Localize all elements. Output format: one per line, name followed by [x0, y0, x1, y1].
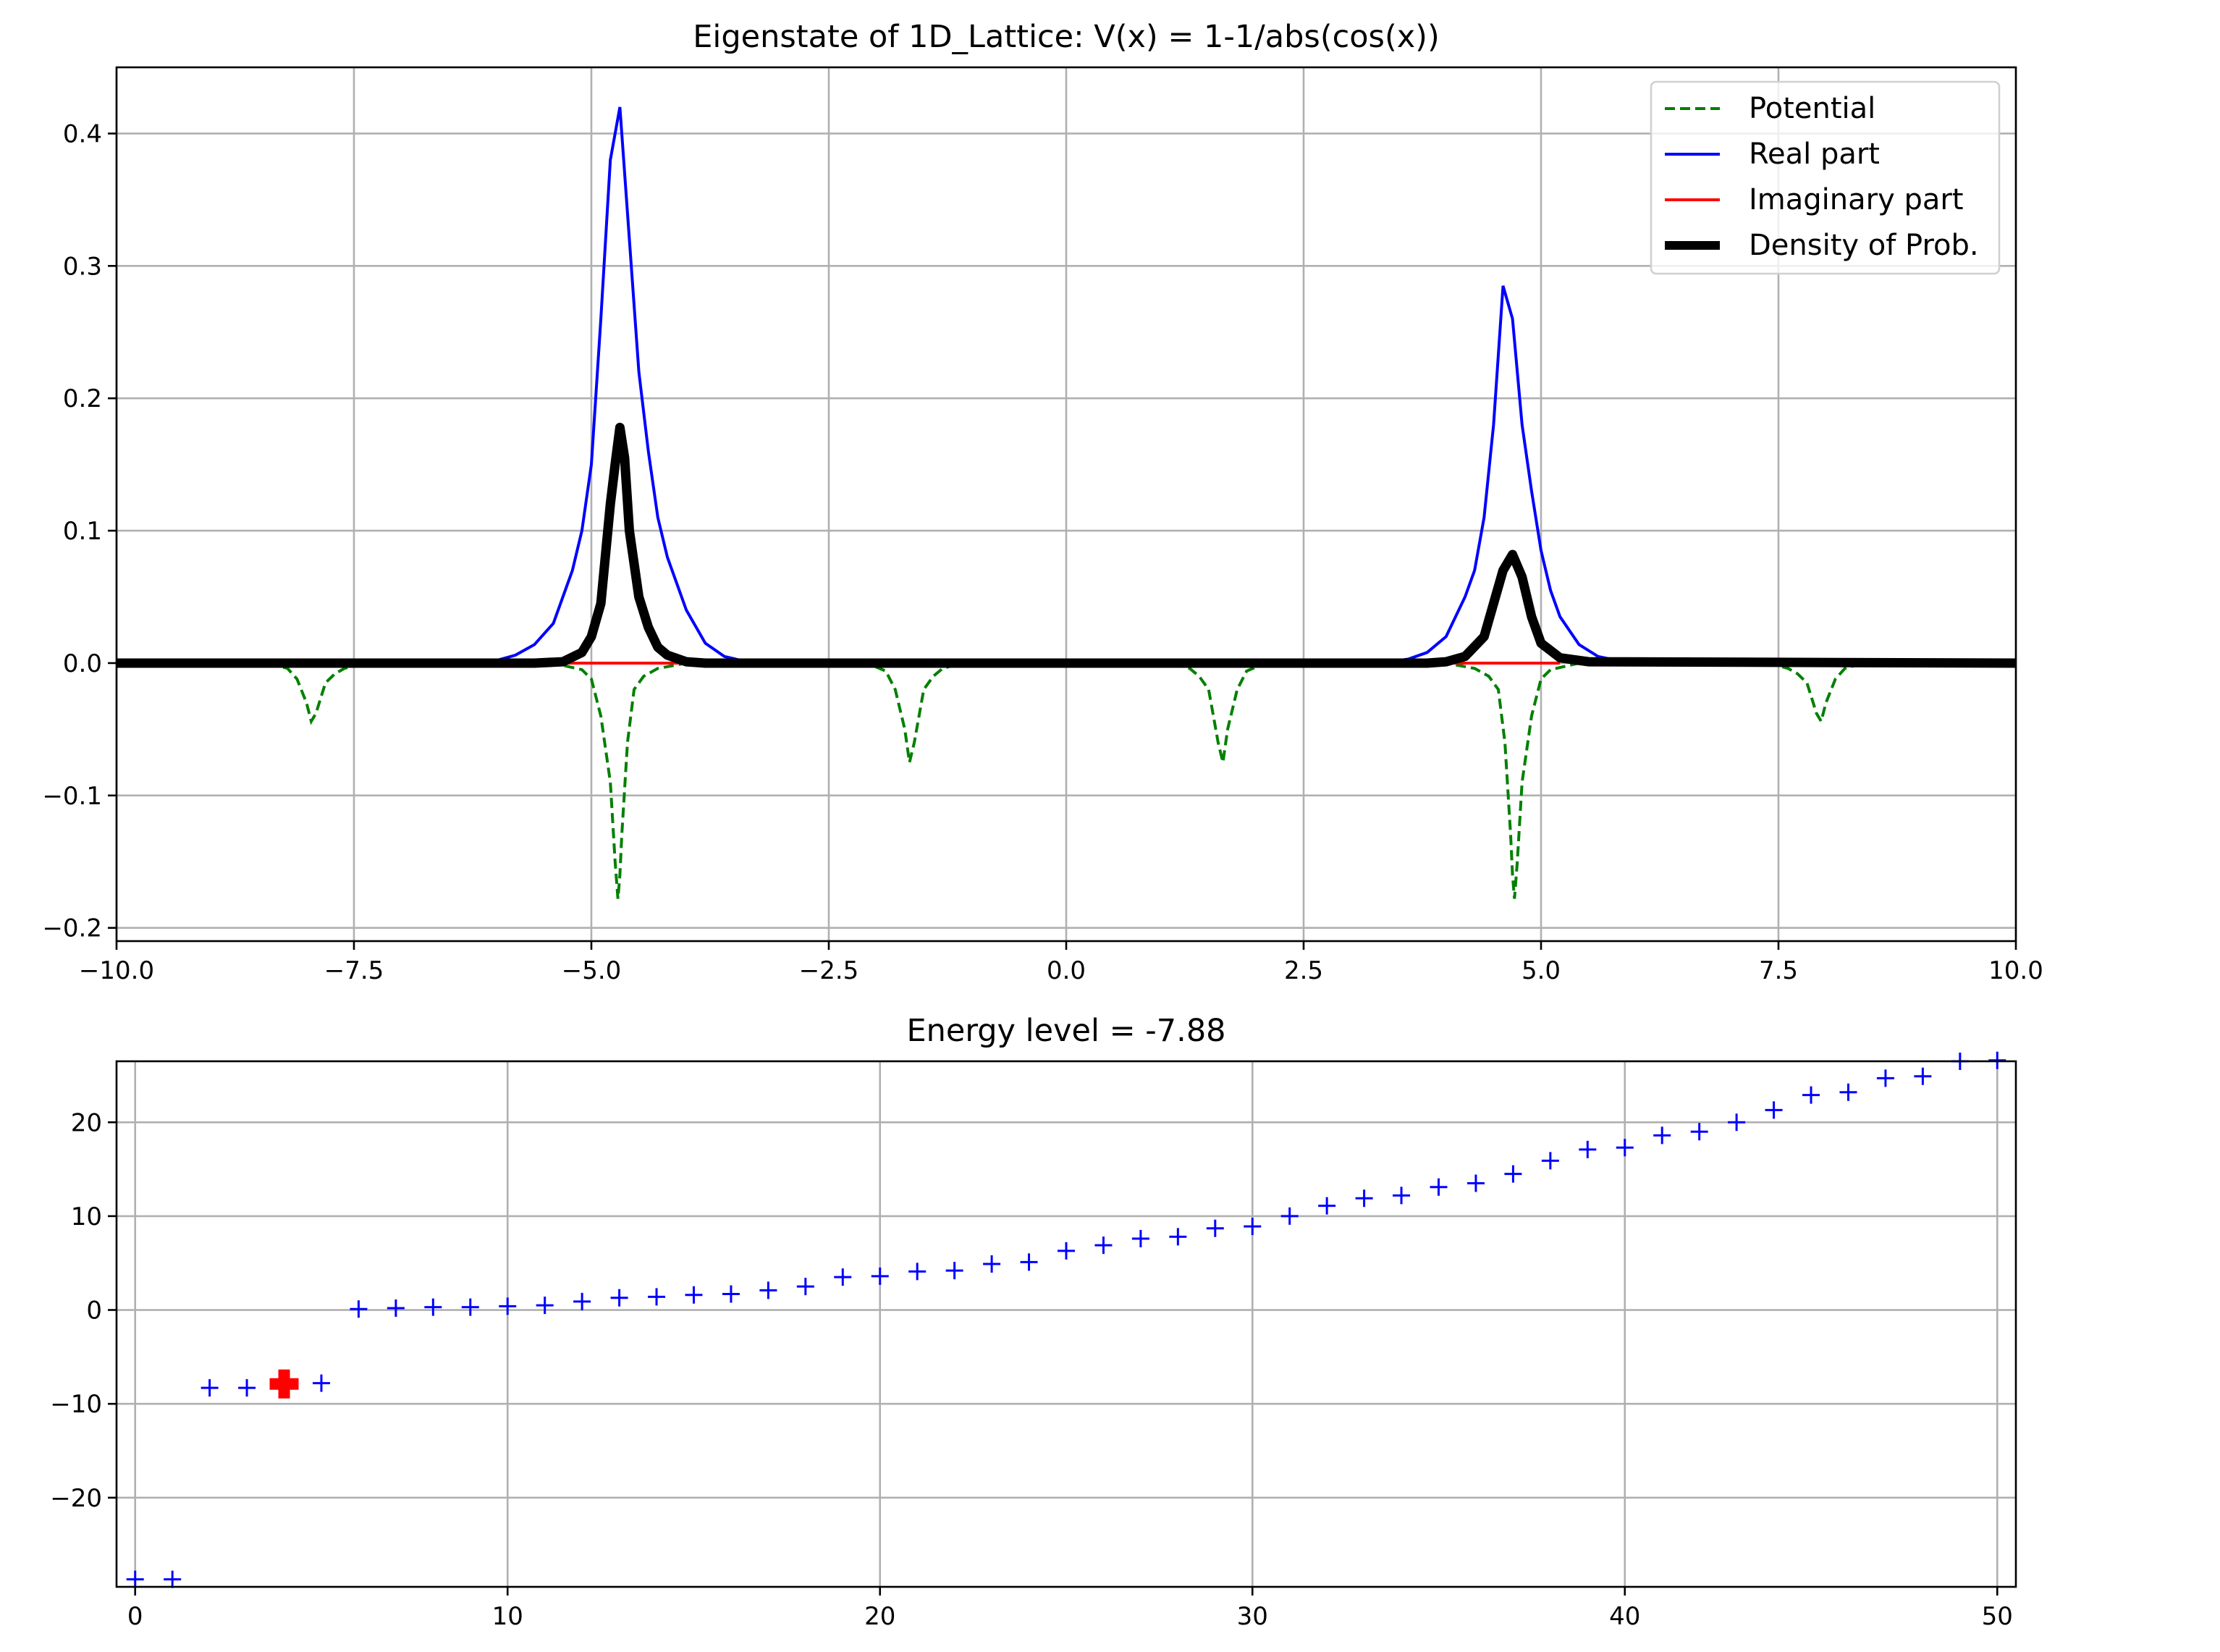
legend-label-potential: Potential: [1749, 92, 1875, 125]
top-x-tick-label: −7.5: [324, 956, 384, 985]
energy-level-marker: [387, 1299, 405, 1317]
bottom-plot-frame: [115, 1060, 2017, 1588]
selected-energy-marker: [269, 1369, 299, 1399]
energy-level-marker: [648, 1288, 666, 1306]
bottom-series-layer: [126, 1051, 2006, 1588]
energy-level-marker: [1541, 1152, 1559, 1170]
energy-level-marker: [1876, 1069, 1894, 1087]
energy-level-marker: [1802, 1086, 1820, 1104]
bottom-x-tick-label: 20: [864, 1602, 895, 1631]
top-y-tick-label: 0.0: [63, 649, 102, 678]
bottom-gridlines: [117, 1061, 2016, 1587]
energy-level-marker: [610, 1289, 628, 1307]
top-x-tick-label: −5.0: [562, 956, 622, 985]
energy-level-marker: [1355, 1189, 1373, 1208]
top-y-tick-label: −0.1: [42, 782, 102, 811]
bottom-chart-title: Energy level = -7.88: [906, 1013, 1225, 1049]
wavefunction-plot: Eigenstate of 1D_Lattice: V(x) = 1-1/abs…: [42, 19, 2043, 985]
legend-box: [1650, 80, 2001, 275]
energy-level-marker: [573, 1292, 591, 1310]
energy-level-marker: [1690, 1123, 1708, 1141]
bottom-x-tick-label: 50: [1982, 1602, 2013, 1631]
energy-level-marker: [1131, 1230, 1149, 1248]
energy-level-marker: [1058, 1242, 1075, 1260]
bottom-y-tick-label: 10: [71, 1202, 102, 1231]
energy-level-marker: [350, 1300, 368, 1318]
energy-level-marker: [1765, 1101, 1783, 1119]
energy-level-marker: [685, 1286, 703, 1304]
energy-level-marker: [1728, 1113, 1746, 1131]
top-chart-title: Eigenstate of 1D_Lattice: V(x) = 1-1/abs…: [693, 19, 1439, 55]
energy-level-marker: [1020, 1253, 1038, 1271]
energy-level-marker: [536, 1297, 554, 1315]
energy-level-marker: [126, 1570, 144, 1588]
energy-level-marker: [1839, 1083, 1857, 1101]
energy-level-marker: [1616, 1139, 1634, 1157]
top-x-tick-label: 10.0: [1988, 956, 2043, 985]
legend-label-real-part: Real part: [1749, 138, 1880, 171]
legend-label-density-of-prob: Density of Prob.: [1749, 229, 1979, 262]
energy-level-marker: [1169, 1228, 1187, 1246]
top-y-tick-label: −0.2: [42, 914, 102, 943]
energy-level-marker: [871, 1267, 889, 1285]
top-tick-labels: −10.0 −7.5 −5.0 −2.5 0.0 2.5 5.0 7.5 10.0 −0.2 −0.…: [42, 119, 2043, 985]
bottom-y-tick-label: −20: [50, 1484, 102, 1513]
energy-level-marker: [499, 1297, 517, 1315]
bottom-x-tick-label: 40: [1609, 1602, 1640, 1631]
energy-level-marker: [1504, 1165, 1522, 1183]
top-x-tick-label: −10.0: [79, 956, 154, 985]
energy-level-marker: [1914, 1067, 1932, 1085]
top-y-tick-label: 0.4: [63, 119, 102, 148]
series-potential-line: [117, 662, 2016, 899]
energy-level-marker: [1318, 1197, 1336, 1215]
bottom-y-tick-label: −10: [50, 1390, 102, 1419]
energy-level-marker: [1653, 1126, 1671, 1145]
energy-level-marker: [461, 1298, 479, 1316]
bottom-tick-labels: 0 10 20 30 40 50 −20 −10 0 10 20: [50, 1108, 2013, 1631]
energy-level-marker: [312, 1374, 330, 1392]
legend-items: Potential Real part Imaginary part Density …: [1665, 92, 1979, 262]
energy-level-marker: [796, 1278, 814, 1296]
energy-level-marker: [238, 1379, 256, 1397]
top-series-layer: [117, 106, 2017, 899]
energy-level-marker: [164, 1570, 182, 1588]
energy-level-marker: [983, 1255, 1001, 1273]
energy-level-marker: [1206, 1219, 1224, 1237]
top-y-tick-label: 0.2: [63, 384, 102, 413]
top-y-tick-label: 0.1: [63, 517, 102, 546]
top-x-tick-label: 5.0: [1521, 956, 1561, 985]
energy-level-plot: Energy level = -7.88 0 10 20 30 40 50 −20 −10 0 1…: [50, 1013, 2017, 1631]
energy-level-marker: [1430, 1178, 1448, 1196]
bottom-x-tick-label: 10: [492, 1602, 523, 1631]
energy-level-marker: [945, 1262, 963, 1280]
legend-label-imaginary-part: Imaginary part: [1749, 183, 1964, 216]
energy-level-marker: [759, 1281, 777, 1299]
energy-level-marker: [722, 1285, 740, 1303]
bottom-x-tick-label: 0: [127, 1602, 143, 1631]
energy-level-marker: [1393, 1187, 1411, 1205]
energy-level-marker: [1988, 1051, 2006, 1069]
energy-level-marker: [1094, 1236, 1113, 1255]
energy-level-marker: [908, 1263, 927, 1281]
energy-level-marker: [424, 1298, 442, 1316]
energy-level-marker: [201, 1379, 219, 1397]
top-x-tick-label: −2.5: [799, 956, 859, 985]
top-x-tick-label: 0.0: [1047, 956, 1086, 985]
energy-level-marker: [1579, 1140, 1597, 1158]
bottom-x-tick-label: 30: [1237, 1602, 1268, 1631]
energy-level-marker: [1466, 1174, 1485, 1192]
energy-level-marker: [1280, 1207, 1299, 1225]
bottom-y-tick-label: 0: [86, 1297, 102, 1326]
energy-level-marker: [1244, 1218, 1262, 1236]
top-x-tick-label: 2.5: [1284, 956, 1323, 985]
energy-level-marker: [834, 1268, 852, 1286]
top-x-tick-label: 7.5: [1759, 956, 1798, 985]
series-density-of-prob-line: [117, 422, 2017, 668]
top-y-tick-label: 0.3: [63, 252, 102, 281]
bottom-y-tick-label: 20: [71, 1108, 102, 1137]
legend: Potential Real part Imaginary part Density …: [1650, 80, 2001, 275]
